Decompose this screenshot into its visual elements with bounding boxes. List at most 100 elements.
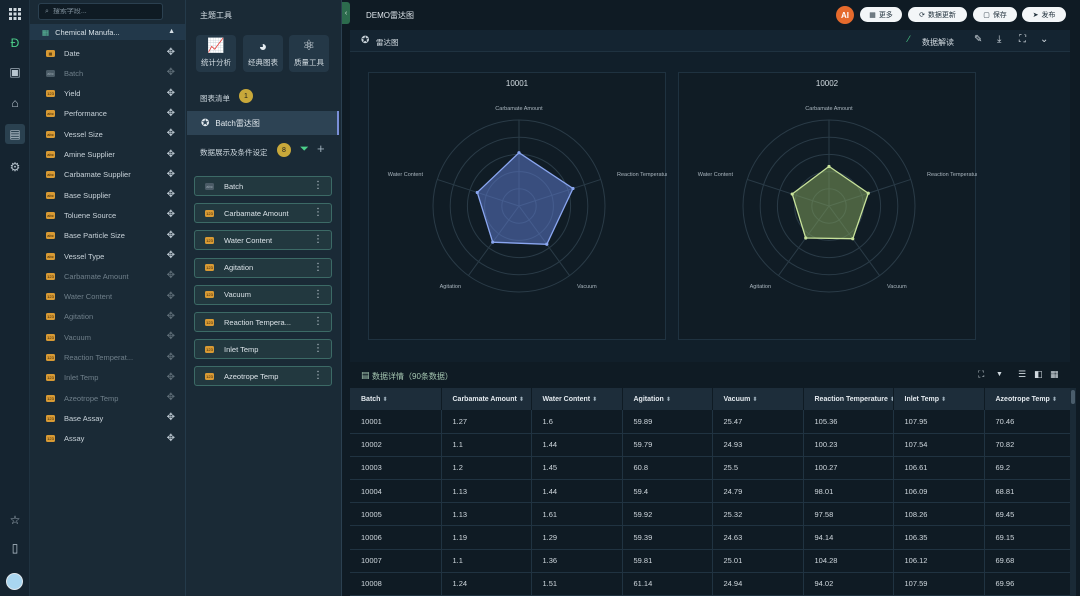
column-header[interactable]: Vacuum ⬍ [712, 388, 804, 410]
more-vertical-icon[interactable]: ⋮ [313, 316, 323, 327]
field-search[interactable]: ⌕ [38, 3, 163, 20]
drag-move-icon[interactable]: ✥ [166, 107, 175, 119]
data-field-chip[interactable]: abc Batch ⋮ [194, 176, 332, 196]
column-header[interactable]: Batch ⬍ [350, 388, 442, 410]
table-row[interactable]: 10005 1.13 1.61 59.92 25.32 97.58 108.26 69.45 [350, 502, 1071, 527]
radar-point[interactable] [851, 237, 855, 241]
drag-move-icon[interactable]: ✥ [166, 351, 175, 363]
more-button[interactable]: ▦ 更多 [860, 7, 902, 22]
drag-move-icon[interactable]: ✥ [166, 310, 175, 322]
table-row[interactable]: 10001 1.27 1.6 59.89 25.47 105.36 107.95 70.46 [350, 410, 1071, 434]
data-interpretation-button[interactable]: 数据解读 [922, 38, 954, 47]
field-item[interactable]: 123 Azeotrope Temp ✥ [30, 390, 185, 406]
column-header[interactable]: Water Content ⬍ [531, 388, 623, 410]
radar-point[interactable] [571, 186, 575, 191]
more-vertical-icon[interactable]: ⋮ [313, 207, 323, 219]
field-item[interactable]: abc Performance ✥ [30, 106, 185, 122]
field-item[interactable]: ▦ Date ✥ [30, 45, 185, 61]
field-item[interactable]: 123 Carbamate Amount ✥ [30, 268, 185, 284]
drag-move-icon[interactable]: ✥ [166, 168, 175, 180]
sort-icon[interactable]: ⬍ [890, 397, 892, 403]
column-header[interactable]: Carbamate Amount ⬍ [441, 388, 532, 410]
radar-point[interactable] [827, 164, 831, 169]
table-row[interactable]: 10008 1.24 1.51 61.14 24.94 94.02 107.59 69.96 [350, 572, 1071, 596]
field-item[interactable]: 123 Base Assay ✥ [30, 410, 185, 426]
settings-icon[interactable]: ⚙ [9, 160, 21, 174]
field-item[interactable]: abc Amine Supplier ✥ [30, 147, 185, 163]
more-vertical-icon[interactable]: ⋮ [313, 234, 323, 246]
drag-move-icon[interactable]: ✥ [166, 189, 175, 201]
radar-point[interactable] [545, 242, 549, 246]
drag-move-icon[interactable]: ✥ [166, 229, 175, 241]
column-header[interactable]: Azeotrope Temp ⬍ [984, 388, 1071, 410]
sort-icon[interactable]: ⬍ [752, 396, 758, 403]
tool-quality[interactable]: ⚛ 质量工具 [289, 35, 329, 72]
table-row[interactable]: 10003 1.2 1.45 60.8 25.5 100.27 106.61 69.2 [350, 456, 1071, 481]
drag-move-icon[interactable]: ✥ [166, 128, 175, 140]
radar-point[interactable] [804, 236, 808, 240]
field-item[interactable]: abc Vessel Type ✥ [30, 248, 185, 264]
update-data-button[interactable]: ⟳ 数据更新 [908, 7, 967, 22]
column-view-icon[interactable]: ◧ [1034, 369, 1043, 379]
field-item[interactable]: abc Base Particle Size ✥ [30, 228, 185, 244]
drag-move-icon[interactable]: ✥ [166, 67, 175, 79]
edit-icon[interactable]: ✎ [974, 34, 983, 45]
more-vertical-icon[interactable]: ⋮ [313, 261, 323, 273]
field-item[interactable]: 123 Water Content ✥ [30, 289, 185, 305]
radar-point[interactable] [491, 240, 495, 244]
star-icon[interactable]: ☆ [9, 513, 21, 527]
sort-icon[interactable]: ⬍ [940, 396, 947, 403]
drag-move-icon[interactable]: ✥ [166, 392, 175, 404]
more-vertical-icon[interactable]: ⋮ [313, 180, 323, 191]
export-icon[interactable]: ▦ [1050, 369, 1059, 379]
radar-point[interactable] [866, 191, 870, 195]
data-field-chip[interactable]: 123 Water Content ⋮ [194, 230, 332, 251]
radar-point[interactable] [790, 192, 794, 196]
drag-move-icon[interactable]: ✥ [166, 371, 175, 383]
more-vertical-icon[interactable]: ⋮ [313, 370, 323, 382]
collapse-panel-button[interactable]: ‹ [342, 2, 350, 24]
brand-logo-icon[interactable]: Ð [10, 36, 20, 50]
ai-assistant-button[interactable]: AI [836, 6, 854, 24]
download-icon[interactable]: ⤓ [997, 34, 1002, 45]
radar-point[interactable] [517, 151, 521, 155]
tool-statistics[interactable]: 📈 统计分析 [196, 35, 236, 72]
drag-move-icon[interactable]: ✥ [166, 331, 175, 343]
sort-icon[interactable]: ⬍ [518, 396, 524, 403]
table-scrollbar[interactable] [1070, 388, 1076, 596]
dataset-group[interactable]: ▦ Chemical Manufa... ▲ [30, 24, 185, 40]
radar-series-area[interactable] [791, 165, 870, 240]
table-row[interactable]: 10002 1.1 1.44 59.79 24.93 100.23 107.54 70.82 [350, 433, 1071, 457]
filter-icon[interactable]: ⏷ [300, 143, 309, 155]
field-item[interactable]: abc Vessel Size ✥ [30, 126, 185, 142]
drag-move-icon[interactable]: ✥ [166, 432, 175, 444]
data-field-chip[interactable]: 123 Inlet Temp ⋮ [194, 339, 332, 360]
field-item[interactable]: 123 Agitation ✥ [30, 309, 185, 325]
table-row[interactable]: 10004 1.13 1.44 59.4 24.79 98.01 106.09 68.81 [350, 479, 1071, 504]
drag-move-icon[interactable]: ✥ [166, 87, 175, 99]
field-item[interactable]: abc Base Supplier ✥ [30, 187, 185, 203]
field-item[interactable]: 123 Inlet Temp ✥ [30, 370, 185, 386]
dashboard-icon[interactable]: ▤ [5, 124, 25, 144]
list-view-icon[interactable]: ☰ [1018, 369, 1027, 379]
radar-point[interactable] [475, 190, 479, 195]
help-book-icon[interactable]: ▯ [11, 541, 19, 555]
sort-icon[interactable]: ⬍ [592, 396, 598, 403]
column-header[interactable]: Inlet Temp ⬍ [893, 388, 985, 410]
sort-icon[interactable]: ⬍ [1051, 396, 1057, 403]
scroll-thumb[interactable] [1071, 390, 1075, 404]
field-item[interactable]: 123 Yield ✥ [30, 86, 185, 102]
drag-move-icon[interactable]: ✥ [166, 290, 175, 302]
field-item[interactable]: 123 Vacuum ✥ [30, 329, 185, 345]
more-vertical-icon[interactable]: ⋮ [313, 343, 323, 355]
drag-move-icon[interactable]: ✥ [166, 209, 175, 221]
table-row[interactable]: 10007 1.1 1.36 59.81 25.01 104.28 106.12 69.68 [350, 549, 1071, 573]
field-item[interactable]: 123 Assay ✥ [30, 431, 185, 447]
drag-move-icon[interactable]: ✥ [166, 47, 175, 58]
field-item[interactable]: abc Batch ✥ [30, 65, 185, 81]
collapse-icon[interactable]: ⌄ [1040, 34, 1049, 45]
data-field-chip[interactable]: 123 Agitation ⋮ [194, 257, 332, 278]
data-field-chip[interactable]: 123 Carbamate Amount ⋮ [194, 203, 332, 224]
field-item[interactable]: abc Toluene Source ✥ [30, 207, 185, 223]
drag-move-icon[interactable]: ✥ [166, 412, 175, 424]
